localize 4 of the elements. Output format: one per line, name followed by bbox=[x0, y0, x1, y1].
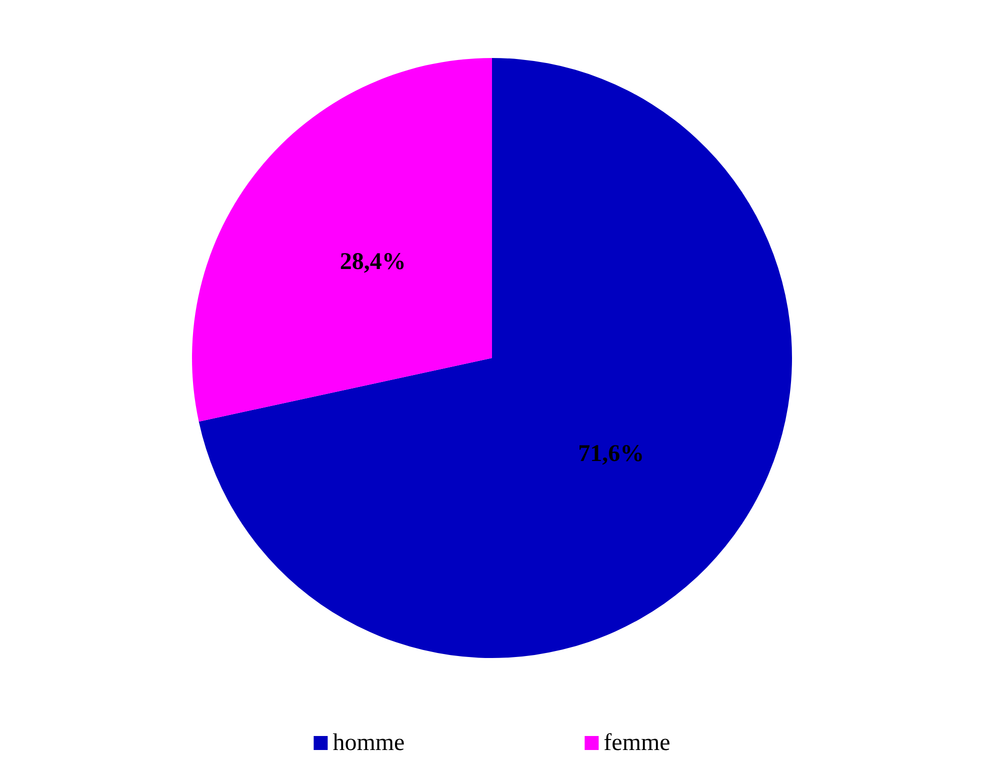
legend-label: homme bbox=[332, 730, 405, 756]
legend-label: femme bbox=[604, 730, 670, 756]
data-label: 28,4% bbox=[340, 248, 406, 275]
data-label: 71,6% bbox=[578, 441, 644, 468]
